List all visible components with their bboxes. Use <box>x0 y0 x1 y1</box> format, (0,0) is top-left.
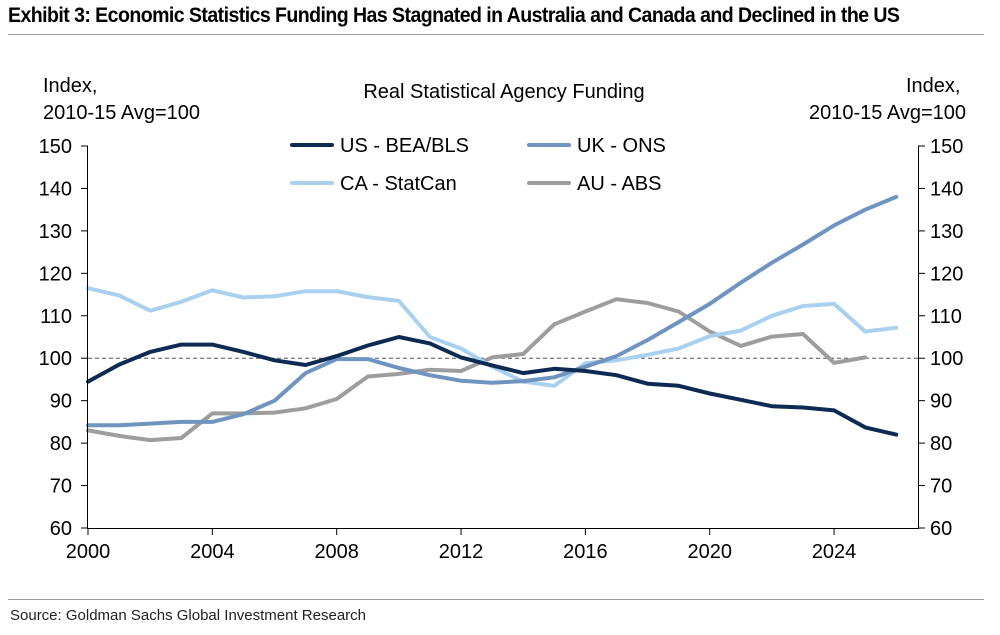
y-tick-label-right: 150 <box>930 136 963 158</box>
x-tick-label: 2008 <box>314 541 359 563</box>
y-tick-label-left: 70 <box>50 476 72 498</box>
y-tick-label-right: 70 <box>930 476 952 498</box>
legend-label-us-bea-bls: US - BEA/BLS <box>340 135 469 157</box>
y-tick-label-left: 100 <box>39 348 72 370</box>
y-tick-label-right: 90 <box>930 391 952 413</box>
y-tick-label-left: 110 <box>40 306 72 328</box>
y-axis-label-left: Index, 2010-15 Avg=100 <box>43 75 200 124</box>
legend: US - BEA/BLS UK - ONS CA - StatCan AU - ABS <box>290 135 666 195</box>
y-tick-label-right: 110 <box>930 306 962 328</box>
y-tick-label-right: 120 <box>930 263 963 285</box>
y-tick-label-left: 150 <box>39 136 72 158</box>
axes-layer <box>87 146 919 529</box>
source-divider <box>8 599 984 600</box>
chart-title: Real Statistical Agency Funding <box>363 81 644 103</box>
y-tick-label-left: 140 <box>39 178 72 200</box>
x-tick-label: 2000 <box>66 541 111 563</box>
y-tick-label-left: 90 <box>50 391 72 413</box>
legend-label-uk-ons: UK - ONS <box>577 135 666 157</box>
title-divider <box>8 34 984 35</box>
y-axis-label-right: Index, 2010-15 Avg=100 <box>809 75 966 124</box>
x-tick-label: 2012 <box>439 541 484 563</box>
series-line-uk-ons <box>86 194 899 428</box>
legend-label-au-abs: AU - ABS <box>577 173 661 195</box>
x-tick-label: 2004 <box>190 541 235 563</box>
y-tick-label-right: 80 <box>930 433 952 455</box>
legend-label-ca-statcan: CA - StatCan <box>340 173 457 195</box>
x-tick-label: 2016 <box>563 541 608 563</box>
x-tick-label: 2024 <box>812 541 857 563</box>
y-tick-label-right: 60 <box>930 518 952 540</box>
y-tick-label-right: 100 <box>930 348 963 370</box>
y-tick-label-right: 130 <box>930 221 963 243</box>
series-line-au-abs <box>86 297 868 443</box>
exhibit-title: Exhibit 3: Economic Statistics Funding H… <box>8 4 900 27</box>
y-tick-label-left: 60 <box>50 518 72 540</box>
y-tick-label-right: 140 <box>930 178 963 200</box>
source-note: Source: Goldman Sachs Global Investment … <box>10 607 367 624</box>
y-tick-label-left: 120 <box>39 263 72 285</box>
series-line-us-bea-bls <box>86 335 899 437</box>
series-layer <box>86 194 899 443</box>
x-tick-label: 2020 <box>687 541 732 563</box>
y-tick-label-left: 80 <box>50 433 72 455</box>
ticks-layer: 60 60 70 70 80 80 90 90 100 100 110 110 120 120 130 130… <box>39 136 964 563</box>
y-tick-label-left: 130 <box>39 221 72 243</box>
